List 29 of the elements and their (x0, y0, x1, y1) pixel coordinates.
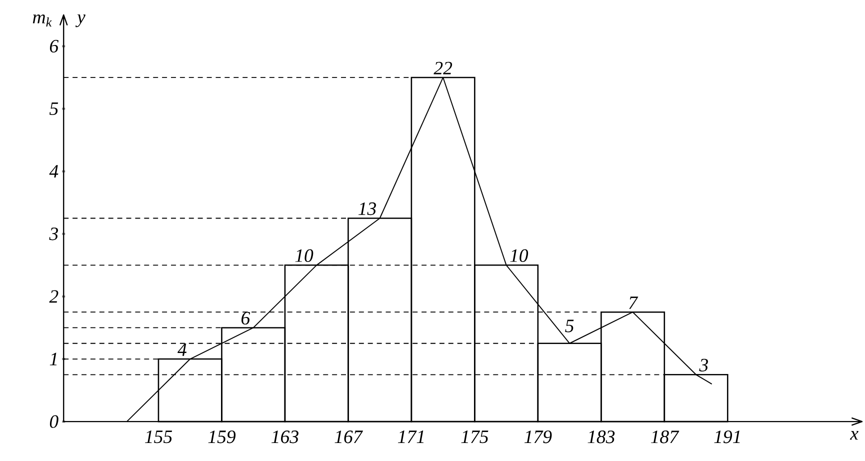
x-tick-label: 175 (461, 430, 488, 443)
y-axis-title: m$_{k}$ (32, 14, 52, 26)
x-tick-label: 183 (588, 430, 615, 444)
x-tick-label: 187 (650, 430, 680, 444)
x-tick-label: 171 (398, 430, 424, 443)
x-axis-title: x (850, 430, 858, 440)
y-tick-label: 0 (50, 415, 58, 428)
annotation: 4 (178, 343, 186, 356)
y-tick-label: 2 (49, 290, 58, 303)
x-tick-label: 159 (208, 430, 236, 444)
annotation: 6 (242, 312, 250, 324)
annotation: 5 (565, 320, 574, 332)
y-tick-label: 1 (50, 352, 57, 366)
y-tick-label: 3 (49, 227, 58, 240)
x-tick-label: 191 (714, 430, 740, 444)
annotation: 3 (699, 358, 708, 372)
y-tick-label: 5 (50, 102, 58, 115)
annotation: 10 (510, 249, 528, 262)
annotation: 13 (358, 202, 376, 215)
annotation: 10 (295, 249, 314, 262)
annotation: 22 (434, 62, 452, 74)
y-tick-label: 4 (49, 164, 58, 178)
x-tick-label: 163 (272, 430, 298, 444)
annotation: 7 (629, 296, 638, 309)
x-tick-label: 155 (145, 430, 172, 443)
y-tick-label: 6 (50, 40, 59, 52)
annotation: y (75, 14, 86, 27)
x-tick-label: 167 (334, 430, 363, 444)
x-tick-label: 179 (524, 430, 552, 444)
